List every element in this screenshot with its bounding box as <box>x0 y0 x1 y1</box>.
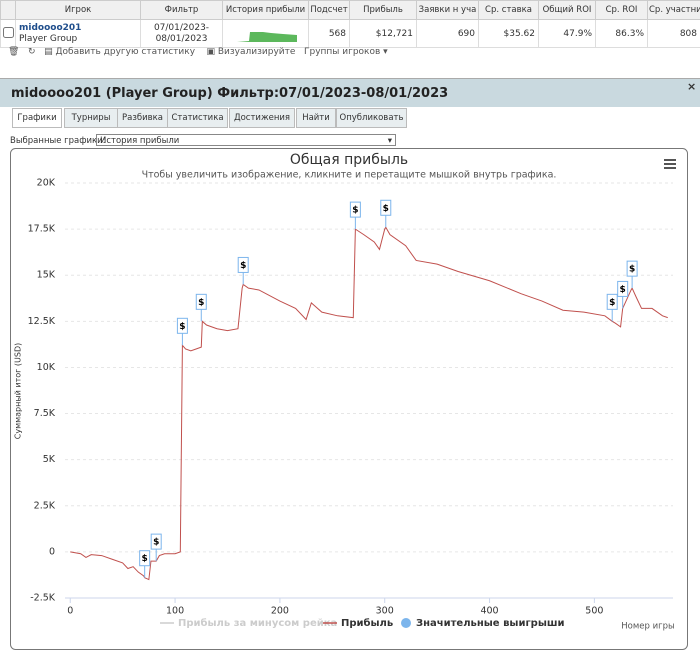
hdr: Общий ROI <box>539 1 596 20</box>
hdr: Подсчет <box>309 1 350 20</box>
close[interactable]: × <box>687 80 696 93</box>
row-checkbox[interactable] <box>3 27 14 38</box>
hdr <box>1 1 16 20</box>
cell: $35.62 <box>479 20 539 48</box>
hdr: Заявки н уча <box>417 1 479 20</box>
legend-label[interactable]: Прибыль за минусом рейка <box>178 617 337 629</box>
hdr: История прибыли <box>223 1 309 20</box>
hdr: Прибыль <box>350 1 417 20</box>
tab[interactable]: Найти <box>296 108 336 128</box>
chart: Общая прибыль Чтобы увеличить изображени… <box>10 148 688 650</box>
y-tick-label: 17.5K <box>28 224 56 235</box>
x-tick-label: 200 <box>271 606 289 617</box>
hdr: Фильтр <box>141 1 223 20</box>
y-axis-label: Суммарный итог (USD) <box>14 343 23 440</box>
visualize[interactable]: Визуализируйте <box>218 47 296 57</box>
tab[interactable]: Разбивка <box>117 108 168 128</box>
menu-icon[interactable] <box>664 159 676 169</box>
tab[interactable]: Турниры <box>64 108 118 128</box>
cell: 568 <box>309 20 350 48</box>
cell: 86.3% <box>596 20 648 48</box>
cell: 47.9% <box>539 20 596 48</box>
toolbar: 🗑 ↻ ▤ Добавить другую статистику ▣ Визуа… <box>8 47 388 57</box>
flag-text: $ <box>629 265 635 275</box>
hdr: Ср. ROI <box>596 1 648 20</box>
x-tick-label: 0 <box>67 606 73 617</box>
y-tick-label: 0 <box>49 546 55 557</box>
hdr: Ср. участни <box>648 1 700 20</box>
group: Player Group <box>19 34 77 44</box>
tab[interactable]: Достижения <box>229 108 295 128</box>
x-tick-label: 400 <box>480 606 498 617</box>
filter: 07/01/2023- <box>154 23 209 33</box>
select-value: История прибыли <box>100 136 179 146</box>
y-tick-label: 7.5K <box>34 408 56 419</box>
player-link[interactable]: midoooo201 <box>19 23 81 33</box>
flag-text: $ <box>620 285 626 295</box>
sparkline <box>223 20 309 44</box>
chart-title: Общая прибыль <box>290 152 408 168</box>
flag-text: $ <box>352 206 358 216</box>
chart-frame <box>11 149 688 650</box>
cell: 808 <box>648 20 700 48</box>
hdr: Ср. ставка <box>479 1 539 20</box>
y-tick-label: 20K <box>37 178 56 189</box>
cell: 690 <box>417 20 479 48</box>
y-tick-label: 12.5K <box>28 316 56 327</box>
y-tick-label: -2.5K <box>30 593 56 604</box>
y-tick-label: 15K <box>37 270 56 281</box>
flag-text: $ <box>383 204 389 214</box>
flag-text: $ <box>179 322 185 332</box>
tab[interactable]: Графики <box>12 108 62 128</box>
groups[interactable]: Группы игроков <box>304 47 380 57</box>
x-tick-label: 100 <box>166 606 184 617</box>
legend-symbol <box>401 618 411 628</box>
add-stat[interactable]: Добавить другую статистику <box>56 47 196 57</box>
graph-select[interactable]: История прибыли▾ <box>96 134 396 146</box>
x-tick-label: 300 <box>376 606 394 617</box>
tab[interactable]: Опубликовать <box>336 108 407 128</box>
flag-text: $ <box>240 261 246 271</box>
hdr: Игрок <box>16 1 141 20</box>
select-label: Выбранные графики: <box>10 136 106 146</box>
cell: $12,721 <box>350 20 417 48</box>
flag-text: $ <box>198 298 204 308</box>
flag-text: $ <box>142 554 148 564</box>
x-axis-label: Номер игры <box>621 622 674 632</box>
flag-text: $ <box>153 538 159 548</box>
chart-subtitle: Чтобы увеличить изображение, кликните и … <box>142 170 557 181</box>
legend-label[interactable]: Значительные выигрыши <box>416 618 565 629</box>
tab[interactable]: Статистика <box>167 108 228 128</box>
y-tick-label: 10K <box>37 362 56 373</box>
legend-label[interactable]: Прибыль <box>341 617 393 629</box>
x-tick-label: 500 <box>585 606 603 617</box>
panel-title: midoooo201 (Player Group) Фильтр:07/01/2… <box>11 86 448 101</box>
y-tick-label: 2.5K <box>34 500 56 511</box>
flag-text: $ <box>609 298 615 308</box>
y-tick-label: 5K <box>43 454 56 465</box>
filter: 08/01/2023 <box>156 34 208 44</box>
